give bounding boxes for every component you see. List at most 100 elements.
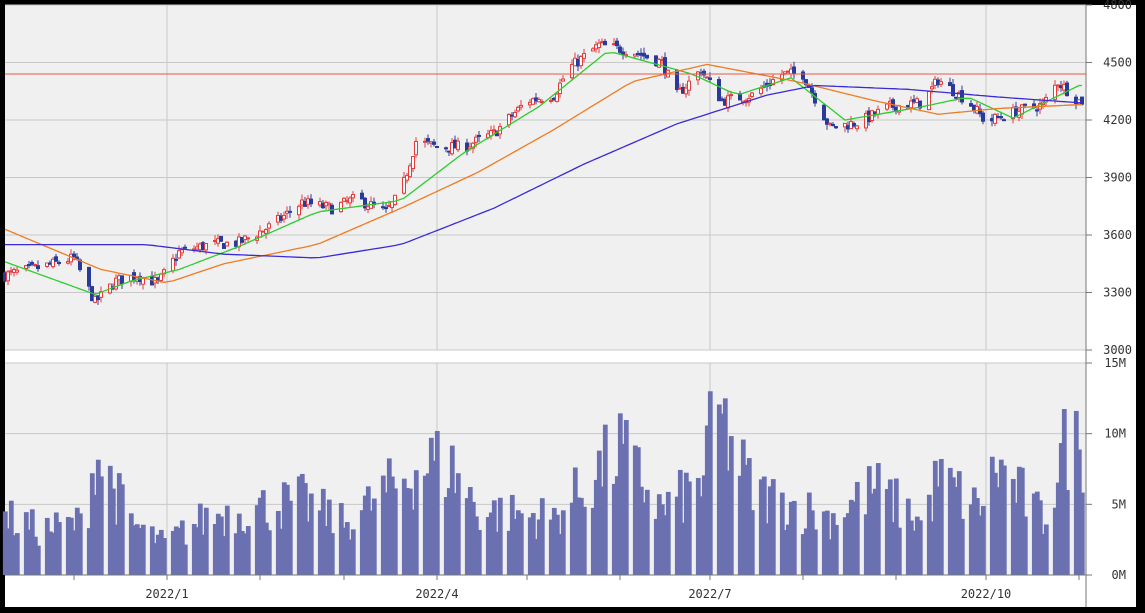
candle-body (792, 66, 796, 74)
volume-bar (134, 524, 140, 575)
volume-bar (179, 520, 185, 575)
candle-body (432, 141, 436, 145)
volume-bar (266, 530, 272, 575)
volume-bar (359, 510, 365, 575)
volume-bar (470, 501, 476, 575)
moving-average-line (4, 63, 1082, 283)
volume-bar (1043, 524, 1049, 575)
volume-bar (698, 496, 704, 575)
candle-body (885, 103, 889, 110)
candle-body (750, 92, 754, 98)
volume-bar (722, 398, 728, 575)
volume-bar (365, 486, 371, 575)
volume-bar (281, 482, 287, 575)
volume-bar (971, 487, 977, 575)
volume-bar (764, 523, 770, 575)
volume-bar (215, 513, 221, 575)
candle-body (555, 93, 559, 102)
volume-bar (845, 513, 851, 575)
candle-body (561, 78, 565, 82)
volume-bar (182, 544, 188, 575)
volume-tick-label: 5M (1112, 497, 1126, 511)
volume-bar (929, 521, 935, 575)
candle-body (570, 64, 574, 79)
volume-bar (998, 459, 1004, 575)
volume-bar (47, 531, 53, 575)
volume-bar (788, 501, 794, 575)
candle-body (981, 112, 985, 122)
volume-bar (827, 539, 833, 575)
volume-bar (431, 460, 437, 575)
volume-bar (833, 524, 839, 575)
volume-bar (50, 532, 56, 575)
volume-bar (560, 510, 566, 575)
volume-bar (1076, 449, 1082, 575)
volume-bar (350, 529, 356, 575)
candle-body (1023, 103, 1027, 106)
candle-body (351, 194, 355, 199)
candle-body (183, 246, 187, 249)
x-axis-area (5, 575, 1086, 607)
volume-bar (707, 391, 713, 575)
candle-body (930, 86, 934, 90)
volume-bar (701, 475, 707, 575)
candle-body (414, 140, 418, 156)
volume-bar (362, 495, 368, 575)
volume-bar (803, 528, 809, 575)
price-tick-label: 3000 (1103, 343, 1132, 357)
volume-bar (848, 499, 854, 575)
volume-bar (767, 486, 773, 575)
price-tick-label: 3900 (1103, 171, 1132, 185)
volume-bar (782, 530, 788, 575)
volume-bar (1001, 465, 1007, 575)
y-axis-area (1086, 5, 1136, 607)
volume-bar (581, 506, 587, 575)
candle-body (633, 53, 637, 57)
candle-body (402, 176, 406, 194)
volume-bar (992, 472, 998, 575)
moving-average-line (5, 84, 1082, 259)
candle-body (24, 265, 28, 269)
candle-body (831, 123, 835, 126)
candle-body (540, 101, 544, 104)
candle-body (519, 104, 523, 108)
candle-body (999, 116, 1003, 119)
candle-body (687, 80, 691, 91)
volume-bar (212, 524, 218, 575)
candle-body (342, 197, 346, 202)
volume-bar (44, 517, 50, 575)
volume-bar (191, 523, 197, 575)
candle-body (297, 205, 301, 216)
candle-body (822, 104, 826, 121)
volume-bar (107, 465, 113, 575)
volume-bar (95, 459, 101, 575)
volume-bar (128, 513, 134, 575)
volume-bar (716, 404, 722, 575)
candle-body (927, 91, 931, 111)
candle-body (810, 87, 814, 94)
candle-body (708, 77, 712, 80)
candle-body (72, 253, 76, 257)
x-tick-label: 2022/1 (145, 587, 188, 601)
volume-bar (704, 425, 710, 575)
volume-bar (110, 488, 116, 575)
volume-bar (299, 473, 305, 575)
volume-bar (683, 472, 689, 575)
candle-body (759, 87, 763, 95)
volume-bar (575, 497, 581, 575)
volume-bar (344, 522, 350, 575)
volume-bar (863, 514, 869, 575)
volume-bar (455, 473, 461, 575)
volume-bar (551, 507, 557, 575)
volume-bar (1034, 491, 1040, 575)
candle-body (444, 147, 448, 150)
volume-bars (2, 391, 1085, 575)
volume-bar (341, 527, 347, 575)
volume-bar (446, 488, 452, 575)
candle-body (36, 265, 40, 270)
volume-bar (488, 512, 494, 575)
volume-bar (347, 539, 353, 575)
volume-bar (116, 473, 122, 575)
candle-body (162, 269, 166, 275)
